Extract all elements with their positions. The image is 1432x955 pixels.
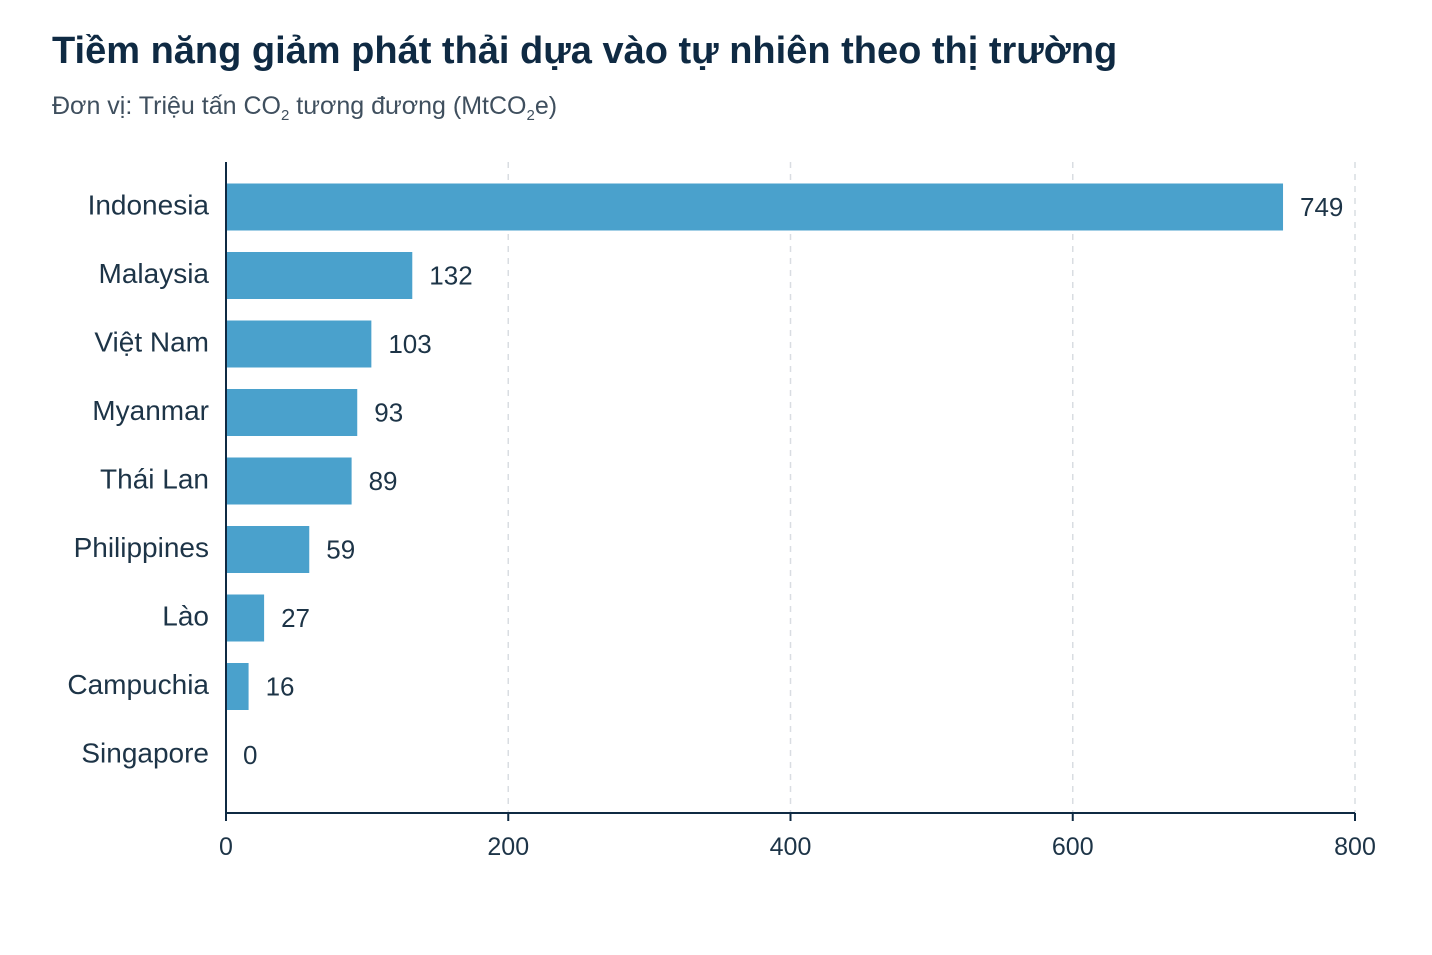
- value-label: 93: [374, 397, 403, 427]
- bar: [226, 183, 1284, 231]
- x-tick-label: 200: [487, 833, 529, 861]
- axes: [225, 162, 1356, 821]
- subtitle-subscript-1: 2: [280, 107, 290, 124]
- value-label: 103: [388, 329, 431, 359]
- category-label: Singapore: [81, 737, 209, 768]
- value-label: 749: [1300, 192, 1343, 222]
- x-tick-label: 400: [770, 833, 812, 861]
- category-label: Campuchia: [67, 669, 209, 700]
- value-label: 89: [369, 466, 398, 496]
- subtitle-middle: tương đương (MtCO: [289, 92, 527, 120]
- category-label: Myanmar: [92, 395, 209, 426]
- bar: [226, 252, 413, 299]
- category-label: Thái Lan: [100, 463, 209, 494]
- category-label: Indonesia: [88, 189, 210, 220]
- chart-title: Tiềm năng giảm phát thải dựa vào tự nhiê…: [52, 30, 1118, 72]
- x-tick-label: 800: [1334, 833, 1376, 861]
- bar: [226, 663, 249, 710]
- grid-lines: [507, 162, 1356, 813]
- x-tick-label: 600: [1052, 833, 1094, 861]
- bars: [226, 183, 1284, 710]
- value-label: 27: [281, 603, 310, 633]
- subtitle-suffix: e): [534, 92, 558, 120]
- category-label: Việt Nam: [94, 326, 209, 357]
- bar: [226, 526, 310, 573]
- bar: [226, 457, 352, 505]
- category-label: Philippines: [74, 532, 209, 563]
- subtitle-subscript-2: 2: [526, 107, 535, 124]
- value-label: 0: [243, 740, 257, 770]
- bar: [226, 389, 358, 436]
- category-label: Lào: [162, 600, 209, 631]
- bar: [226, 594, 265, 642]
- chart-subtitle: Đơn vị: Triệu tấn CO2 tương đương (MtCO2…: [52, 92, 557, 124]
- category-label: Malaysia: [99, 258, 210, 289]
- bar: [226, 320, 372, 368]
- labels: Indonesia 749 Malaysia 132 Việt Nam 103 Myanma…: [67, 189, 1376, 861]
- subtitle-prefix: Đơn vị: Triệu tấn CO: [52, 92, 281, 120]
- value-label: 16: [266, 671, 295, 701]
- value-label: 59: [326, 534, 355, 564]
- x-tick-label: 0: [219, 833, 233, 861]
- value-label: 132: [429, 260, 472, 290]
